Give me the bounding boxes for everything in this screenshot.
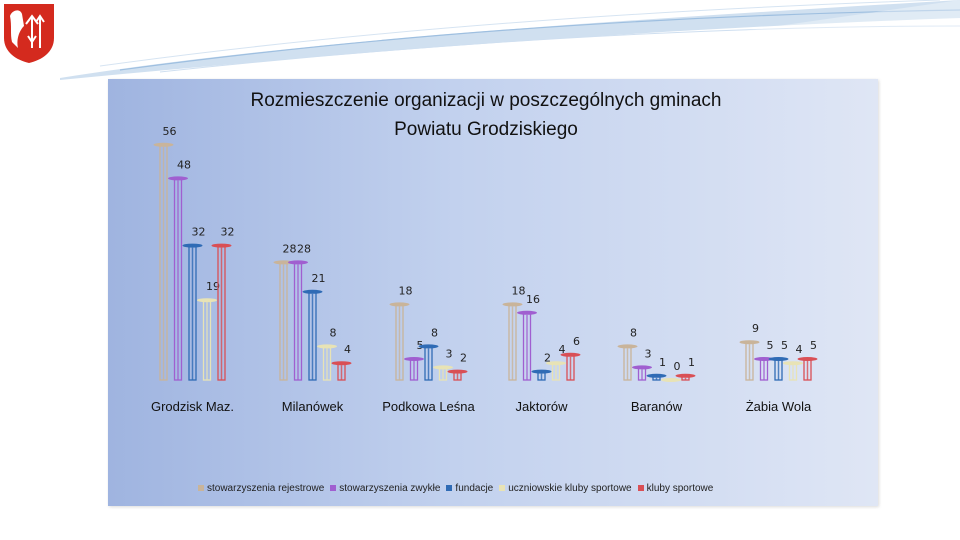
legend-item-kluby-sportowe: kluby sportowe [637, 482, 714, 494]
data-label-uczniowskie-kluby-sportowe-podkowa-lesna: 3 [446, 347, 453, 360]
bar-cap-fundacje-milanowek [302, 289, 323, 294]
bar-cap-uczniowskie-kluby-sportowe-jaktorow [546, 361, 566, 366]
data-label-fundacje-milanowek: 21 [312, 272, 326, 285]
data-label-kluby-sportowe-jaktorow: 6 [573, 335, 580, 348]
data-label-fundacje-podkowa-lesna: 8 [431, 326, 438, 339]
data-label-stowarzyszenia-zwykle-baranow: 3 [645, 347, 652, 360]
bar-cap-stowarzyszenia-zwykle-jaktorow [517, 310, 537, 315]
bar-cap-uczniowskie-kluby-sportowe-baranow [661, 378, 681, 382]
data-label-uczniowskie-kluby-sportowe-grodzisk-maz: 19 [206, 280, 220, 293]
category-label-jaktorow: Jaktorów [515, 399, 568, 414]
bar-cap-stowarzyszenia-zwykle-podkowa-lesna [404, 357, 424, 361]
bar-cap-kluby-sportowe-grodzisk-maz [211, 243, 232, 248]
data-label-kluby-sportowe-milanowek: 4 [344, 343, 351, 356]
legend-swatch [198, 485, 204, 491]
legend-item-uczniowskie-kluby-sportowe: uczniowskie kluby sportowe [499, 482, 632, 494]
data-label-stowarzyszenia-rejestrowe-milanowek: 28 [283, 242, 297, 255]
chart-panel [108, 79, 878, 506]
data-label-stowarzyszenia-rejestrowe-podkowa-lesna: 18 [399, 284, 413, 297]
legend-swatch [330, 485, 337, 491]
data-label-fundacje-jaktorow: 2 [544, 352, 551, 365]
bar-cap-stowarzyszenia-rejestrowe-podkowa-lesna [389, 302, 410, 307]
bar-cap-stowarzyszenia-rejestrowe-baranow [617, 344, 638, 349]
bar-cap-kluby-sportowe-milanowek [331, 361, 352, 366]
legend-label: stowarzyszenia rejestrowe [207, 482, 325, 494]
data-label-uczniowskie-kluby-sportowe-zabia-wola: 4 [796, 343, 803, 356]
bar-cap-fundacje-grodzisk-maz [182, 243, 203, 248]
data-label-uczniowskie-kluby-sportowe-baranow: 0 [674, 360, 681, 373]
category-label-grodzisk-maz: Grodzisk Maz. [151, 399, 234, 414]
data-label-kluby-sportowe-podkowa-lesna: 2 [460, 352, 467, 365]
coat-of-arms-icon [4, 4, 54, 63]
bar-cap-stowarzyszenia-zwykle-grodzisk-maz [168, 176, 188, 181]
data-label-kluby-sportowe-zabia-wola: 5 [810, 339, 817, 352]
data-label-kluby-sportowe-baranow: 1 [688, 356, 695, 369]
data-label-fundacje-zabia-wola: 5 [781, 339, 788, 352]
bar-cap-kluby-sportowe-baranow [675, 373, 696, 378]
bar-cap-uczniowskie-kluby-sportowe-podkowa-lesna [433, 365, 453, 370]
bar-cap-fundacje-baranow [646, 373, 667, 378]
bar-cap-stowarzyszenia-zwykle-milanowek [288, 260, 308, 265]
bar-cap-uczniowskie-kluby-sportowe-milanowek [317, 344, 337, 349]
data-label-fundacje-grodzisk-maz: 32 [192, 226, 206, 239]
data-label-stowarzyszenia-zwykle-jaktorow: 16 [526, 293, 540, 306]
bar-cap-fundacje-jaktorow [531, 369, 552, 374]
bar-cap-stowarzyszenia-rejestrowe-zabia-wola [739, 340, 760, 345]
bar-cap-kluby-sportowe-zabia-wola [797, 357, 818, 361]
data-label-stowarzyszenia-rejestrowe-baranow: 8 [630, 326, 637, 339]
legend-item-stowarzyszenia-zwykle: stowarzyszenia zwykłe [330, 483, 440, 494]
bar-cap-stowarzyszenia-zwykle-baranow [632, 365, 652, 370]
legend-label: uczniowskie kluby sportowe [508, 482, 632, 494]
legend-swatch [499, 485, 506, 491]
bar-cap-stowarzyszenia-zwykle-zabia-wola [754, 357, 774, 361]
bar-cap-fundacje-podkowa-lesna [418, 344, 439, 349]
bar-cap-stowarzyszenia-rejestrowe-jaktorow [502, 302, 523, 307]
legend-item-stowarzyszenia-rejestrowe: stowarzyszenia rejestrowe [198, 483, 324, 494]
category-label-baranow: Baranów [631, 399, 683, 414]
category-label-zabia-wola: Żabia Wola [746, 399, 812, 414]
chart-title-line-2: Powiatu Grodziskiego [394, 119, 578, 140]
bar-cap-uczniowskie-kluby-sportowe-zabia-wola [783, 361, 803, 366]
data-label-fundacje-baranow: 1 [659, 356, 666, 369]
legend-swatch [446, 485, 453, 491]
data-label-stowarzyszenia-zwykle-zabia-wola: 5 [767, 339, 774, 352]
bar-cap-kluby-sportowe-podkowa-lesna [447, 369, 468, 374]
data-label-stowarzyszenia-rejestrowe-jaktorow: 18 [512, 284, 526, 297]
legend-label: kluby sportowe [646, 482, 714, 494]
data-label-stowarzyszenia-zwykle-grodzisk-maz: 48 [177, 158, 191, 171]
category-label-podkowa-lesna: Podkowa Leśna [382, 399, 475, 414]
bar-cap-kluby-sportowe-jaktorow [560, 352, 581, 357]
header-swoosh-decoration [60, 0, 960, 80]
data-label-uczniowskie-kluby-sportowe-jaktorow: 4 [559, 343, 566, 356]
data-label-stowarzyszenia-rejestrowe-grodzisk-maz: 56 [163, 125, 177, 138]
bar-cap-stowarzyszenia-rejestrowe-grodzisk-maz [153, 142, 174, 147]
data-label-kluby-sportowe-grodzisk-maz: 32 [221, 226, 235, 239]
chart-legend: stowarzyszenia rejestrowe stowarzyszenia… [198, 480, 838, 496]
data-label-uczniowskie-kluby-sportowe-milanowek: 8 [330, 326, 337, 339]
bar-cap-stowarzyszenia-rejestrowe-milanowek [273, 260, 294, 265]
legend-label: fundacje [455, 482, 494, 494]
bar-cap-fundacje-zabia-wola [768, 357, 789, 361]
legend-label: stowarzyszenia zwykłe [339, 482, 441, 494]
data-label-stowarzyszenia-zwykle-milanowek: 28 [297, 242, 311, 255]
legend-item-fundacje: fundacje [446, 483, 493, 494]
bar-cap-uczniowskie-kluby-sportowe-grodzisk-maz [197, 298, 217, 303]
category-label-milanowek: Milanówek [282, 399, 344, 414]
chart-title-line-1: Rozmieszczenie organizacji w poszczególn… [251, 90, 722, 111]
data-label-stowarzyszenia-rejestrowe-zabia-wola: 9 [752, 322, 759, 335]
legend-swatch [637, 485, 644, 491]
